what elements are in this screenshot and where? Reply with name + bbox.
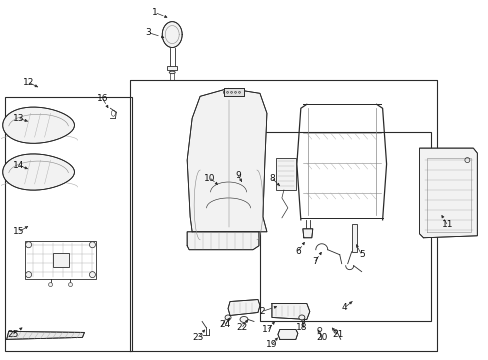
Polygon shape [3, 107, 74, 143]
Text: 12: 12 [23, 78, 34, 87]
Text: 14: 14 [13, 161, 24, 170]
Ellipse shape [234, 91, 236, 93]
Ellipse shape [25, 242, 32, 248]
Polygon shape [277, 329, 297, 339]
Bar [24, 241, 96, 279]
Ellipse shape [25, 272, 32, 278]
Text: 16: 16 [97, 94, 108, 103]
Bar [275, 158, 295, 190]
Polygon shape [223, 88, 243, 96]
Polygon shape [162, 22, 182, 48]
Text: 5: 5 [358, 250, 364, 259]
Ellipse shape [224, 315, 230, 320]
Polygon shape [419, 148, 476, 238]
Ellipse shape [238, 91, 240, 93]
Text: 17: 17 [262, 325, 273, 334]
Ellipse shape [298, 315, 304, 320]
Polygon shape [302, 229, 312, 238]
Polygon shape [3, 154, 74, 190]
Text: 2: 2 [259, 307, 264, 316]
Ellipse shape [89, 242, 95, 248]
Text: 8: 8 [268, 174, 274, 183]
Bar [260, 132, 430, 321]
Ellipse shape [68, 283, 72, 287]
Polygon shape [7, 332, 84, 339]
Ellipse shape [240, 316, 247, 323]
Polygon shape [187, 232, 259, 250]
Text: 11: 11 [441, 220, 452, 229]
Bar [52, 253, 68, 267]
Text: 3: 3 [145, 28, 151, 37]
Ellipse shape [230, 91, 232, 93]
Ellipse shape [226, 91, 228, 93]
Polygon shape [271, 303, 309, 319]
Text: 4: 4 [341, 303, 347, 312]
Text: 22: 22 [236, 323, 247, 332]
Text: 15: 15 [13, 227, 24, 236]
Polygon shape [187, 88, 266, 232]
Bar [351, 224, 356, 252]
Ellipse shape [89, 272, 95, 278]
Text: 23: 23 [192, 333, 203, 342]
Text: 24: 24 [219, 320, 230, 329]
Text: 7: 7 [311, 257, 317, 266]
Bar [167, 67, 177, 71]
Text: 6: 6 [294, 247, 300, 256]
Text: 21: 21 [331, 330, 343, 339]
Ellipse shape [169, 71, 175, 74]
Text: 19: 19 [265, 340, 277, 349]
Text: 13: 13 [13, 114, 24, 123]
Text: 20: 20 [315, 333, 327, 342]
Text: 25: 25 [7, 330, 19, 339]
Polygon shape [227, 300, 260, 315]
Text: 18: 18 [295, 323, 307, 332]
Ellipse shape [48, 283, 52, 287]
Text: 1: 1 [152, 8, 158, 17]
Text: 10: 10 [204, 174, 215, 183]
Bar [5, 97, 132, 351]
Text: 9: 9 [235, 171, 241, 180]
